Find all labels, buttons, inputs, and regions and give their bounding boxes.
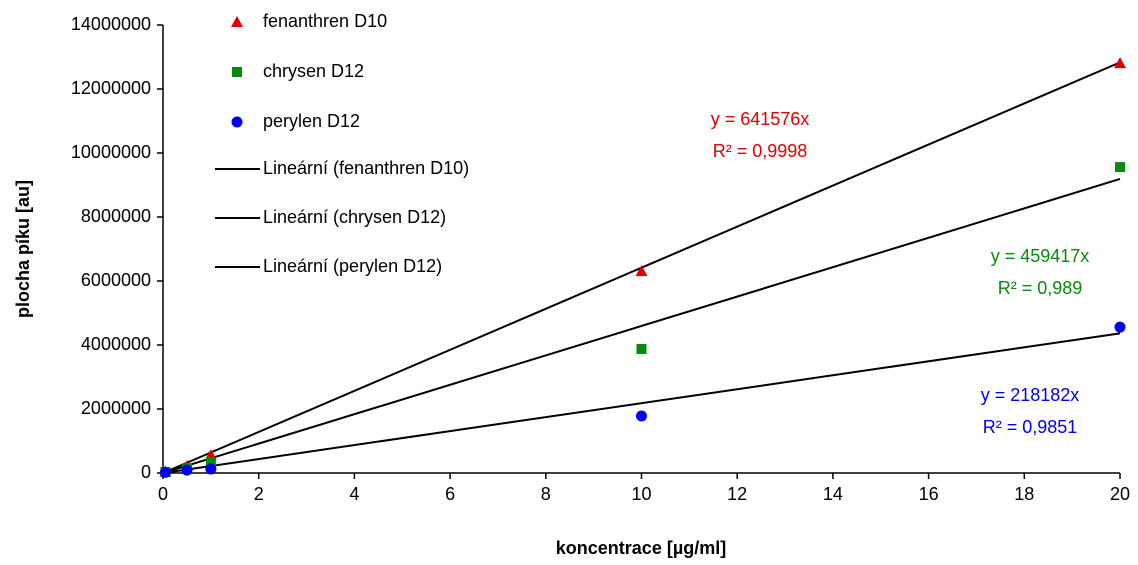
y-tick-label: 2000000 (81, 398, 151, 418)
marker-circle (231, 116, 243, 128)
x-tick-label: 10 (631, 484, 651, 504)
x-tick-label: 20 (1110, 484, 1130, 504)
x-tick-label: 18 (1014, 484, 1034, 504)
y-tick-label: 6000000 (81, 270, 151, 290)
marker-square (232, 67, 242, 77)
marker-triangle (231, 16, 243, 27)
marker-triangle (635, 265, 648, 277)
x-tick-label: 0 (158, 484, 168, 504)
marker-square (636, 344, 647, 354)
x-tick-label: 6 (445, 484, 455, 504)
y-tick-label: 12000000 (71, 78, 151, 98)
legend-label: fenanthren D10 (263, 11, 387, 31)
trendline-equation: y = 641576x (711, 109, 810, 129)
x-tick-label: 2 (254, 484, 264, 504)
x-tick-label: 8 (541, 484, 551, 504)
marker-circle (205, 463, 217, 475)
marker-circle (636, 410, 647, 422)
y-tick-label: 0 (141, 462, 151, 482)
marker-circle (159, 466, 171, 478)
x-axis-label: koncentrace [µg/ml] (556, 538, 726, 558)
trendline-equation: y = 459417x (991, 246, 1090, 266)
y-axis-label: plocha píku [au] (13, 180, 33, 318)
marker-triangle (1114, 57, 1126, 69)
x-tick-label: 4 (349, 484, 359, 504)
y-tick-label: 14000000 (71, 14, 151, 34)
trendline-r2: R² = 0,9998 (713, 141, 808, 161)
y-tick-label: 4000000 (81, 334, 151, 354)
legend-label: Lineární (chrysen D12) (263, 207, 446, 227)
y-tick-label: 8000000 (81, 206, 151, 226)
marker-circle (181, 464, 193, 476)
x-tick-label: 14 (823, 484, 843, 504)
trendline-r2: R² = 0,989 (998, 278, 1083, 298)
marker-square (1115, 162, 1125, 173)
marker-square (205, 457, 216, 468)
x-tick-label: 16 (919, 484, 939, 504)
x-tick-label: 12 (727, 484, 747, 504)
trendline (162, 332, 1121, 474)
trendline-r2: R² = 0,9851 (983, 417, 1078, 437)
legend-label: perylen D12 (263, 111, 360, 131)
marker-circle (1114, 321, 1126, 333)
trendline (162, 178, 1121, 474)
legend-label: Lineární (fenanthren D10) (263, 158, 469, 178)
trendline-equation: y = 218182x (981, 385, 1080, 405)
legend-label: Lineární (perylen D12) (263, 256, 442, 276)
legend-label: chrysen D12 (263, 61, 364, 81)
y-tick-label: 10000000 (71, 142, 151, 162)
